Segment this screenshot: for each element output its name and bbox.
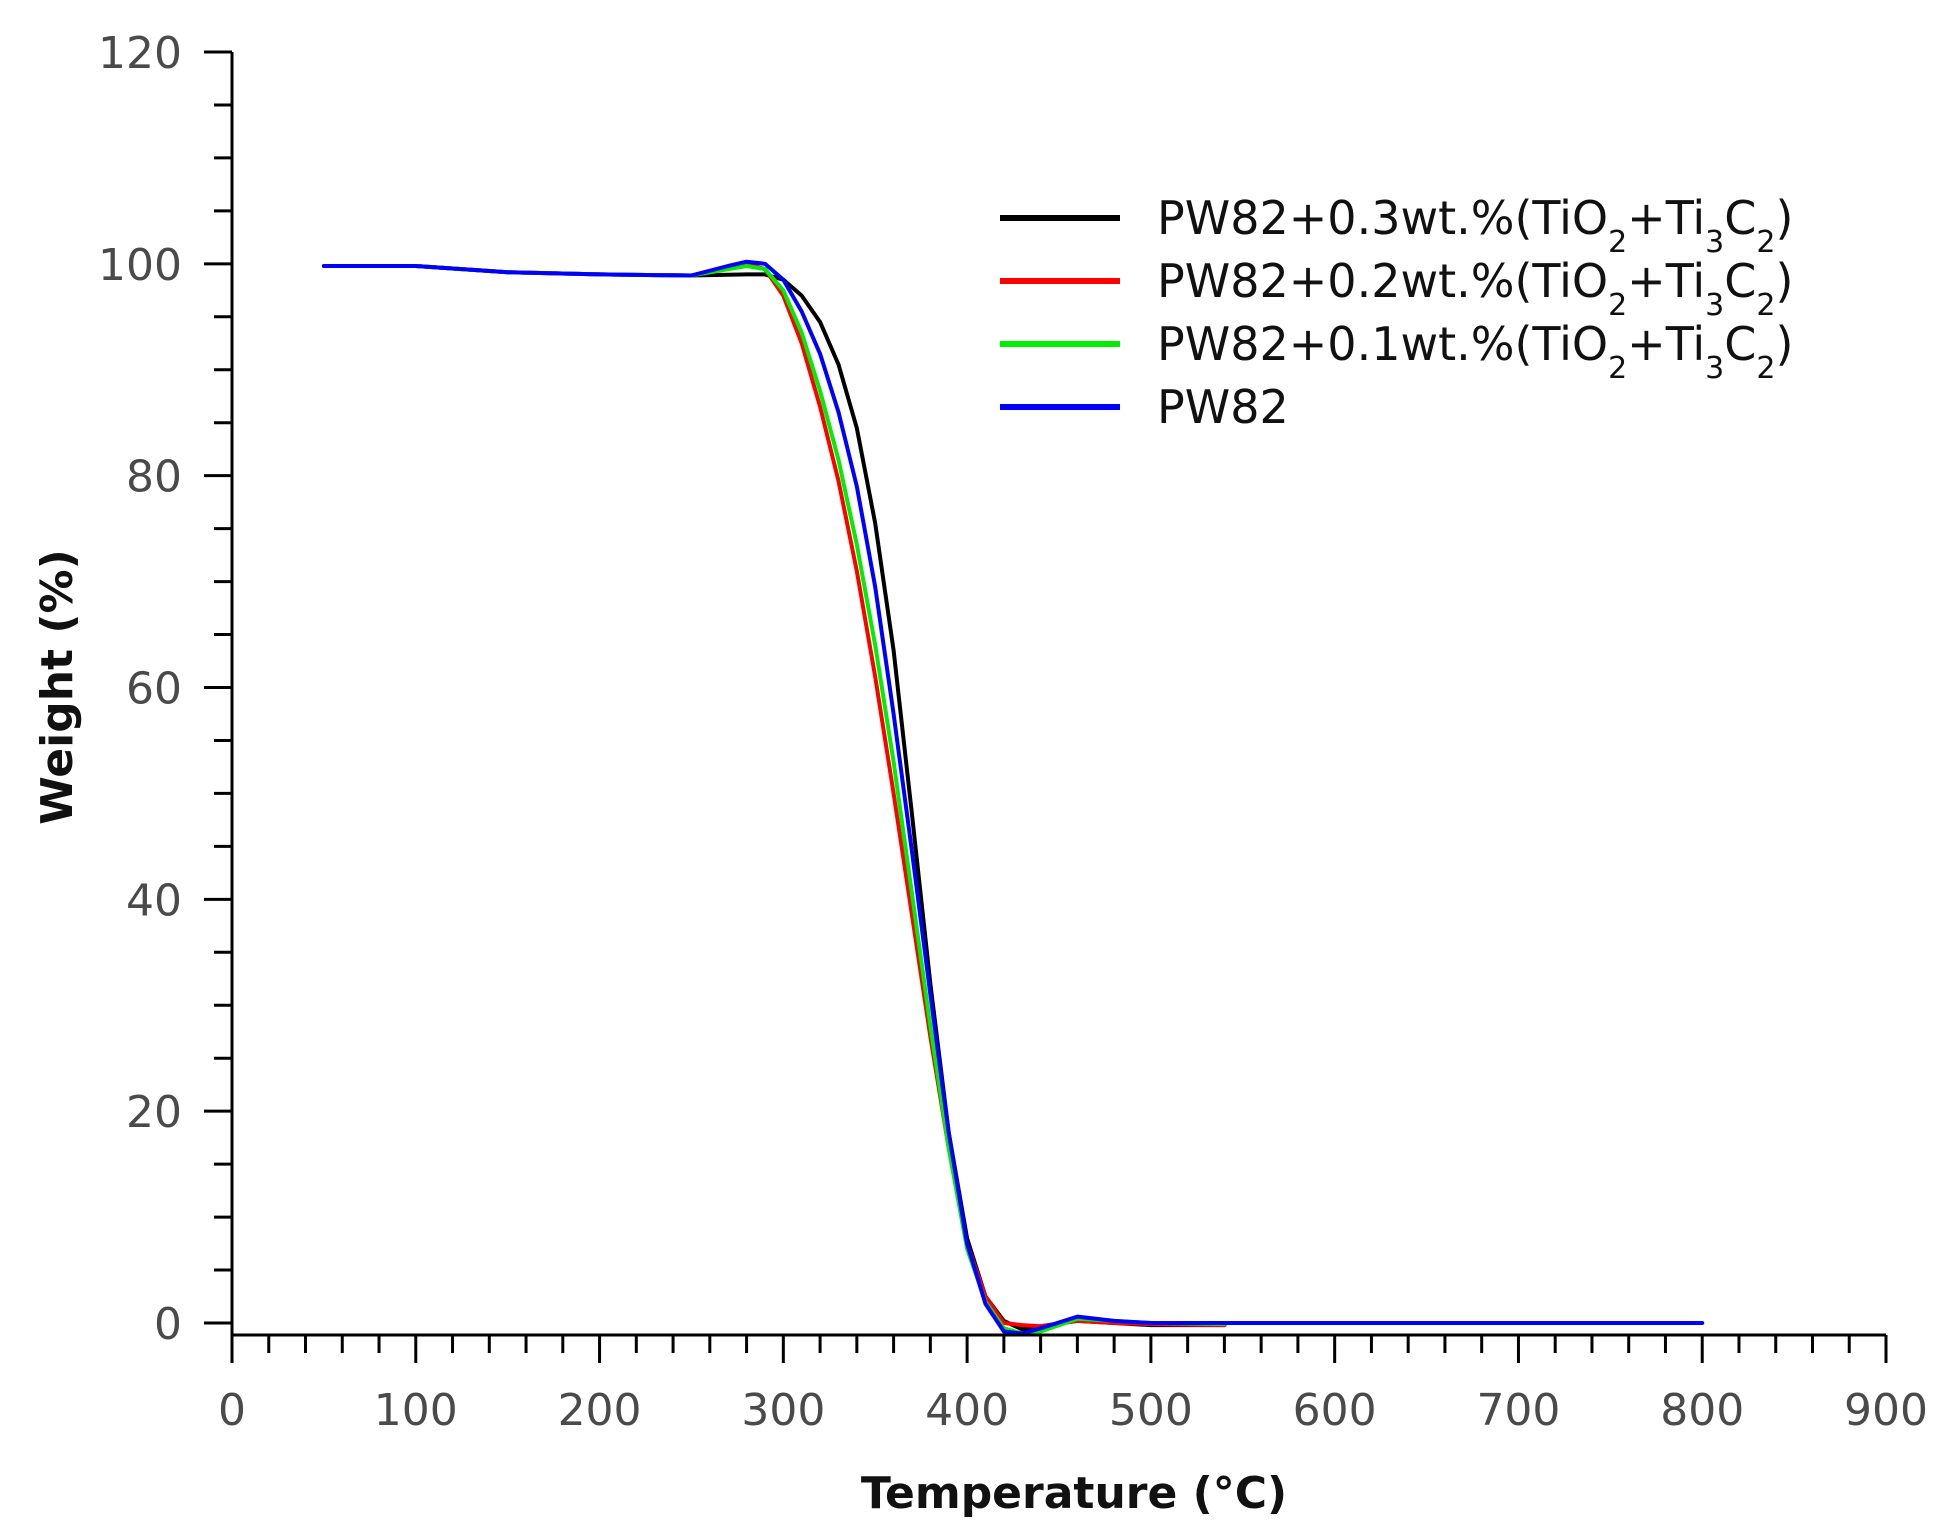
x-axis-title: Temperature (°C) [861, 1468, 1287, 1519]
series-layer [321, 259, 1705, 1336]
x-tick-label: 900 [1844, 1385, 1928, 1436]
y-tick-label: 20 [126, 1087, 182, 1138]
x-tick-label: 200 [558, 1385, 642, 1436]
x-tick-label: 300 [741, 1385, 825, 1436]
y-axis-title: Weight (%) [32, 549, 83, 824]
y-tick-label: 120 [98, 28, 182, 79]
legend-label-1: PW82+0.3wt.%(TiO2+Ti3C2) [1157, 191, 1793, 260]
legend-label-3: PW82+0.1wt.%(TiO2+Ti3C2) [1157, 317, 1793, 386]
y-tick-label: 40 [126, 875, 182, 926]
y-tick-label: 100 [98, 240, 182, 291]
axes-layer [230, 52, 1886, 1337]
x-tick-label: 500 [1109, 1385, 1193, 1436]
ticks-layer: 0 100 200 300 400 500 600 700 800 900 0 20 40 60 80 100… [98, 28, 1928, 1436]
x-tick-label: 700 [1476, 1385, 1560, 1436]
y-tick-label: 60 [126, 664, 182, 715]
x-tick-label: 800 [1660, 1385, 1744, 1436]
legend-label-4: PW82 [1157, 380, 1289, 434]
x-tick-label: 100 [374, 1385, 458, 1436]
x-tick-label: 400 [925, 1385, 1009, 1436]
x-tick-label: 600 [1293, 1385, 1377, 1436]
x-tick-label: 0 [218, 1385, 246, 1436]
legend: PW82+0.3wt.%(TiO2+Ti3C2)PW82+0.2wt.%(TiO… [1000, 191, 1793, 434]
legend-label-2: PW82+0.2wt.%(TiO2+Ti3C2) [1157, 254, 1793, 323]
y-tick-label: 80 [126, 452, 182, 503]
series-line-4 [321, 259, 1705, 1336]
y-tick-label: 0 [154, 1299, 182, 1350]
